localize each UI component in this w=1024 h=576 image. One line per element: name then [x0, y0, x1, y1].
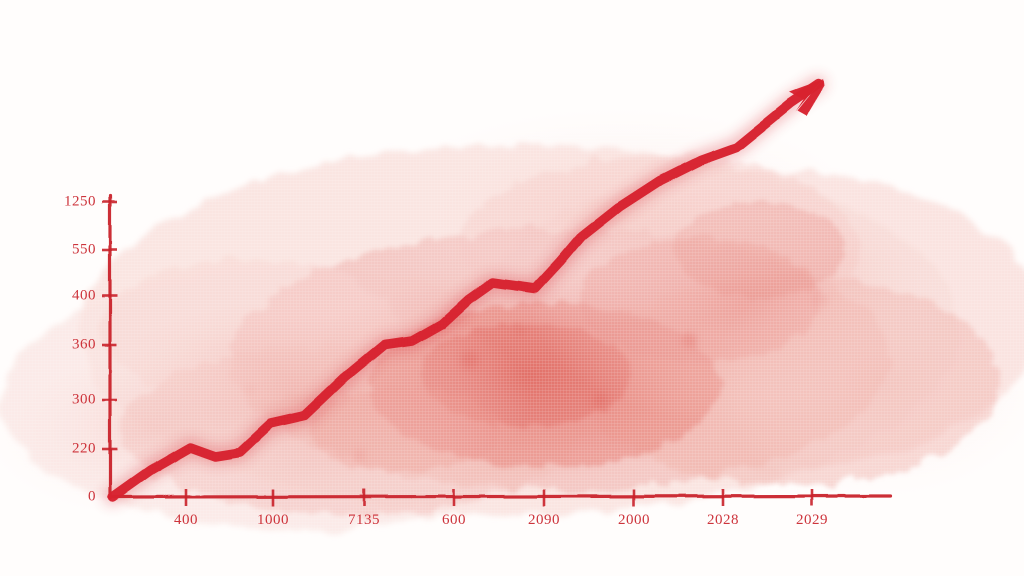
arrowhead-icon: [789, 80, 822, 112]
arrowhead-tip: [797, 79, 824, 116]
y-tick-label: 400: [72, 287, 96, 304]
x-tick-label: 400: [174, 512, 198, 528]
x-axis-ticks: [184, 489, 814, 506]
x-tick-label: 2029: [796, 512, 828, 528]
growth-line-group: [107, 79, 824, 502]
wash-speckles: [245, 293, 827, 461]
x-tick-label: 2090: [528, 512, 560, 528]
x-axis-spine: [107, 494, 892, 499]
y-tick-label: 0: [88, 488, 96, 505]
axes: [107, 194, 892, 500]
y-tick-label: 1250: [64, 193, 96, 210]
x-tick-label: 2028: [707, 512, 739, 528]
y-axis-ticks: [102, 200, 117, 451]
y-tick-label: 550: [72, 241, 96, 258]
y-tick-label: 300: [72, 391, 96, 408]
x-tick-label: 2000: [618, 512, 650, 528]
y-tick-label: 220: [72, 440, 96, 457]
growth-line: [107, 79, 823, 502]
y-tick-label: 360: [72, 336, 96, 353]
x-tick-label: 7135: [348, 512, 380, 528]
x-tick-label: 1000: [257, 512, 289, 528]
x-tick-label: 600: [442, 512, 466, 528]
